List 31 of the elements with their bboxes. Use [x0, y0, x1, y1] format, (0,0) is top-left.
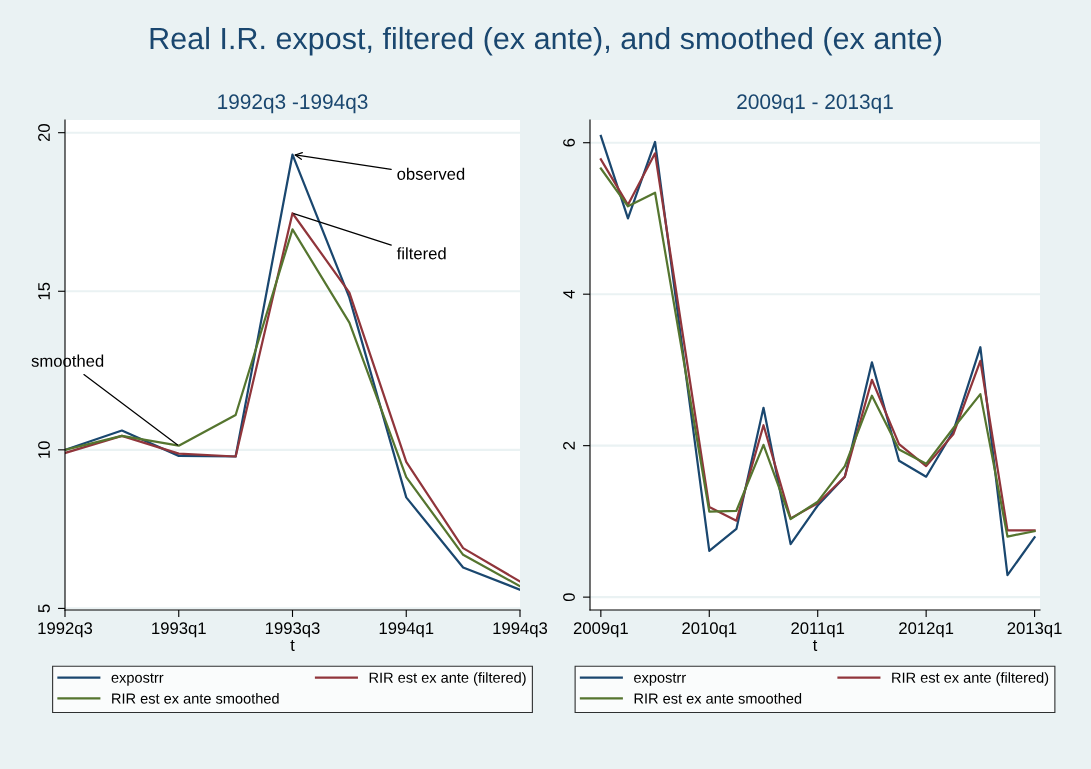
legend-label: RIR est ex ante (filtered) [369, 672, 526, 686]
x-tick-label: 2009q1 [573, 622, 628, 638]
y-tick-label: 2 [563, 441, 575, 450]
annotation: filtered [396, 247, 446, 260]
legend-label: RIR est ex ante (filtered) [892, 672, 1049, 686]
y-tick-label: 0 [563, 593, 575, 602]
x-tick-label: 2011q1 [791, 622, 845, 638]
chart-subtitle: 1992q3 -1994q3 [218, 94, 368, 114]
y-tick-label: 4 [563, 290, 575, 299]
x-tick-label: 2013q1 [1007, 622, 1062, 638]
y-tick-label: 5 [38, 604, 50, 613]
x-tick-label: 2012q1 [899, 622, 954, 638]
x-tick-label: 1993q1 [152, 622, 206, 638]
x-tick-label: 1994q1 [379, 622, 434, 638]
annotation: observed [397, 167, 465, 180]
chart-title: Real I.R. expost, filtered (ex ante), and smoothed (ex ante) [150, 26, 942, 56]
legend-label: RIR est ex ante smoothed [112, 693, 279, 704]
chart-subtitle: 2009q1 - 2013q1 [737, 94, 893, 114]
x-tick-label: 1994q3 [493, 622, 548, 638]
x-axis-title: t [290, 640, 295, 651]
x-axis-title: t [812, 640, 818, 651]
y-tick-label: 15 [38, 282, 50, 300]
y-tick-label: 20 [38, 124, 50, 142]
x-tick-label: 1993q3 [265, 622, 320, 638]
legend-label: expostrr [634, 673, 686, 686]
x-tick-label: 1992q3 [38, 622, 93, 638]
legend-label: expostrr [111, 673, 164, 686]
y-tick-label: 6 [563, 138, 575, 147]
x-tick-label: 2010q1 [682, 622, 737, 638]
y-tick-label: 10 [38, 441, 50, 458]
legend-label: RIR est ex ante smoothed [634, 693, 802, 704]
